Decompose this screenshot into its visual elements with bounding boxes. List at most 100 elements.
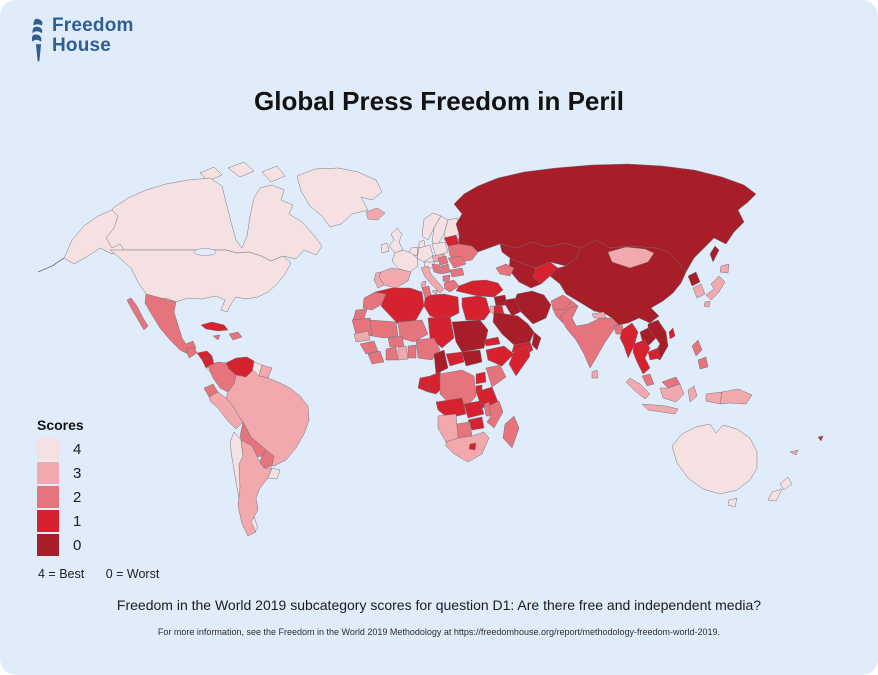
country-greece bbox=[443, 279, 460, 293]
country-russia-sakhalin bbox=[709, 245, 720, 263]
country-albania-macedonia bbox=[442, 274, 451, 283]
country-zambia bbox=[463, 400, 485, 419]
country-philippines-luzon bbox=[691, 339, 703, 357]
country-botswana bbox=[455, 421, 473, 439]
country-indonesia-papua bbox=[705, 391, 723, 405]
country-new-zealand-south bbox=[767, 488, 783, 502]
country-usa bbox=[109, 249, 292, 313]
country-bulgaria bbox=[449, 267, 465, 278]
country-jamaica bbox=[212, 334, 221, 341]
legend-swatch-4 bbox=[37, 438, 59, 460]
country-italy bbox=[420, 265, 445, 294]
country-poland bbox=[431, 241, 449, 257]
country-dr-congo bbox=[439, 369, 477, 409]
country-niger bbox=[397, 319, 429, 343]
brand-name-line1: Freedom bbox=[52, 15, 134, 36]
country-new-zealand-north bbox=[779, 476, 793, 491]
country-indonesia-sulawesi bbox=[687, 385, 698, 403]
country-south-sudan bbox=[461, 349, 483, 367]
legend-swatch-3 bbox=[37, 462, 59, 484]
country-south-korea bbox=[692, 283, 706, 299]
country-indonesia-sumatra bbox=[625, 377, 651, 400]
legend-note: 4 = Best 0 = Worst bbox=[38, 567, 159, 581]
country-north-korea bbox=[687, 271, 701, 287]
caption: Freedom in the World 2019 subcategory sc… bbox=[116, 597, 762, 613]
country-united-kingdom bbox=[388, 227, 404, 254]
country-japan-hokkaido bbox=[719, 263, 730, 274]
torch-icon bbox=[31, 18, 43, 62]
country-sudan bbox=[451, 319, 489, 353]
country-papua-new-guinea bbox=[719, 388, 753, 405]
country-usa-alaska bbox=[63, 209, 125, 265]
country-lesotho bbox=[468, 442, 477, 451]
country-burkina-faso bbox=[387, 335, 405, 348]
country-ethiopia bbox=[485, 345, 515, 367]
legend-item: 1 bbox=[37, 510, 84, 532]
page-title: Global Press Freedom in Peril bbox=[254, 86, 624, 116]
country-malaysia-peninsular bbox=[641, 373, 655, 387]
country-angola bbox=[435, 397, 467, 419]
legend-label-4: 4 bbox=[73, 440, 82, 458]
country-israel bbox=[489, 305, 495, 315]
country-indonesia-java bbox=[641, 403, 679, 415]
country-cambodia bbox=[647, 347, 661, 361]
country-cuba bbox=[200, 321, 229, 332]
legend-item: 3 bbox=[37, 462, 84, 484]
country-togo-benin bbox=[407, 344, 417, 359]
country-south-africa bbox=[445, 431, 490, 463]
country-turkey bbox=[455, 279, 504, 298]
country-serbia bbox=[440, 263, 451, 275]
country-romania bbox=[447, 255, 467, 269]
country-brazil bbox=[225, 369, 310, 467]
freedom-house-logo: Freedom House bbox=[30, 16, 134, 64]
country-namibia bbox=[437, 413, 459, 443]
country-uruguay bbox=[267, 467, 281, 480]
country-mali bbox=[369, 319, 399, 339]
great-lakes bbox=[193, 248, 217, 256]
country-guinea bbox=[359, 340, 379, 355]
legend-label-3: 3 bbox=[73, 464, 82, 482]
brand-name-line2: House bbox=[52, 35, 112, 56]
legend-label-0: 0 bbox=[73, 536, 82, 554]
country-fiji bbox=[817, 435, 824, 442]
country-kenya bbox=[485, 364, 507, 388]
country-canada-arctic-islands bbox=[227, 161, 255, 178]
country-india bbox=[559, 305, 619, 369]
legend-swatch-2 bbox=[37, 486, 59, 508]
country-mozambique bbox=[486, 400, 504, 429]
country-ireland bbox=[380, 242, 390, 254]
legend-note-best: 4 = Best bbox=[38, 567, 85, 581]
country-philippines-mindanao bbox=[697, 356, 709, 370]
country-senegal bbox=[353, 330, 371, 343]
country-hispaniola bbox=[228, 331, 243, 341]
legend-label-1: 1 bbox=[73, 512, 82, 530]
legend-note-worst: 0 = Worst bbox=[105, 567, 160, 581]
country-iran bbox=[514, 290, 552, 325]
country-oman bbox=[531, 331, 542, 351]
legend-item: 2 bbox=[37, 486, 84, 508]
country-indonesia-borneo bbox=[659, 383, 685, 403]
country-somalia bbox=[508, 345, 531, 377]
country-mongolia bbox=[607, 246, 655, 269]
country-japan-honshu bbox=[705, 275, 726, 301]
country-uganda bbox=[475, 371, 487, 385]
country-portugal bbox=[373, 271, 385, 289]
country-argentina bbox=[237, 439, 273, 537]
aleutian-islands-line bbox=[37, 257, 65, 273]
country-madagascar bbox=[502, 415, 520, 449]
country-hungary bbox=[437, 255, 449, 266]
source-note: For more information, see the Freedom in… bbox=[157, 627, 721, 637]
country-taiwan bbox=[668, 327, 676, 340]
country-canada-arctic-islands bbox=[261, 165, 286, 183]
country-caucasus bbox=[495, 263, 515, 277]
country-mexico-baja bbox=[126, 297, 149, 331]
country-cameroon bbox=[433, 349, 449, 375]
legend-swatch-1 bbox=[37, 510, 59, 532]
country-libya bbox=[423, 293, 460, 321]
country-australia bbox=[671, 423, 758, 495]
country-iceland bbox=[365, 207, 386, 221]
legend-swatch-0 bbox=[37, 534, 59, 556]
legend: Scores 4 3 2 1 0 bbox=[37, 417, 84, 558]
country-mexico bbox=[144, 293, 197, 355]
